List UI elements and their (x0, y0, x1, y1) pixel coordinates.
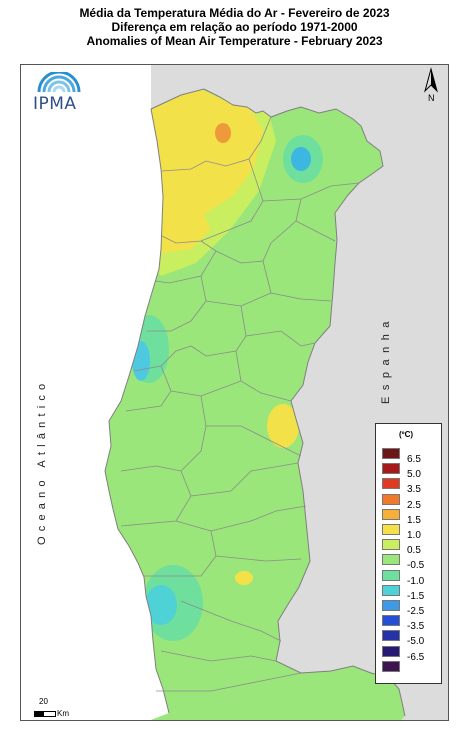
scale-bar-fill (34, 711, 44, 717)
ipma-logo-text: IPMA (33, 94, 77, 114)
temperature-anomaly-map (21, 65, 448, 720)
portugal-coast (104, 108, 170, 714)
title-line-1: Média da Temperatura Média do Ar - Fever… (79, 6, 390, 20)
legend-label: -3.5 (407, 621, 425, 633)
ipma-logo: IPMA (33, 70, 85, 120)
portugal-border (150, 88, 406, 717)
legend-label: 1.5 (407, 514, 421, 526)
legend-swatch (382, 584, 400, 596)
ocean-area (21, 65, 169, 720)
legend-swatch (382, 554, 400, 566)
title-line-3: Anomalies of Mean Air Temperature - Febr… (86, 34, 383, 48)
anomaly-south-yellow (235, 571, 253, 585)
legend-swatch (382, 569, 400, 581)
legend-label: -1.0 (407, 575, 425, 587)
legend-swatch (382, 539, 400, 551)
legend: (ºC) 6.5 5.0 3.5 2.5 1.5 1.0 0.5 -0.5 -1.0 -1.5 -2… (375, 423, 442, 684)
legend-label: -6.5 (407, 651, 425, 663)
scale-bar-unit: Km (57, 709, 69, 718)
legend-unit: (ºC) (398, 430, 414, 439)
scale-bar: 20 Km (32, 697, 82, 721)
ipma-logo-arcs-icon (37, 70, 81, 93)
north-arrow-icon (424, 67, 438, 93)
title-line-2: Diferença em relação ao período 1971-200… (111, 20, 358, 34)
legend-swatch (382, 524, 400, 535)
legend-label: 6.5 (407, 454, 421, 465)
legend-swatch (382, 448, 400, 459)
legend-label: 0.5 (407, 545, 421, 557)
north-arrow-letter: N (428, 93, 435, 103)
spain-label: Espanha (380, 315, 392, 404)
legend-swatch (382, 493, 400, 505)
legend-label: 3.5 (407, 484, 421, 496)
legend-label: -2.5 (407, 606, 425, 617)
ocean-label: Oceano Atlântico (36, 378, 48, 545)
title-block: Média da Temperatura Média do Ar - Fever… (0, 6, 469, 48)
north-arrow: N (421, 67, 441, 107)
anomaly-east-yellow (267, 404, 299, 448)
scale-bar-value: 20 (39, 697, 48, 706)
legend-label: 2.5 (407, 499, 421, 511)
legend-label: -5.0 (407, 636, 425, 648)
legend-label: -0.5 (407, 560, 425, 572)
legend-swatch (382, 615, 400, 627)
legend-swatch (382, 645, 400, 657)
legend-swatch (382, 478, 400, 490)
legend-swatch (382, 660, 400, 672)
legend-label: 5.0 (407, 469, 421, 481)
legend-swatch (382, 630, 400, 642)
anomaly-northwest-yellow (151, 89, 263, 237)
legend-label: 1.0 (407, 530, 421, 541)
anomaly-orange-spot (215, 123, 231, 143)
legend-swatch (382, 508, 400, 520)
legend-label: -1.5 (407, 590, 425, 602)
district-boundaries (120, 116, 360, 692)
map-frame (20, 64, 449, 721)
legend-swatch (382, 463, 400, 475)
legend-swatch (382, 600, 400, 611)
